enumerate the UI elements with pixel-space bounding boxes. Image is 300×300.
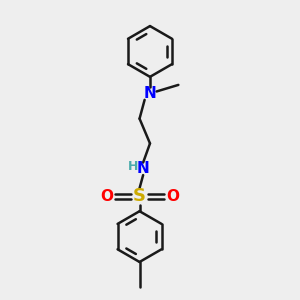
Text: O: O (100, 189, 113, 204)
Text: H: H (128, 160, 138, 173)
Text: N: N (144, 86, 156, 101)
Text: N: N (137, 161, 149, 176)
Text: O: O (166, 189, 179, 204)
Text: S: S (133, 187, 146, 205)
